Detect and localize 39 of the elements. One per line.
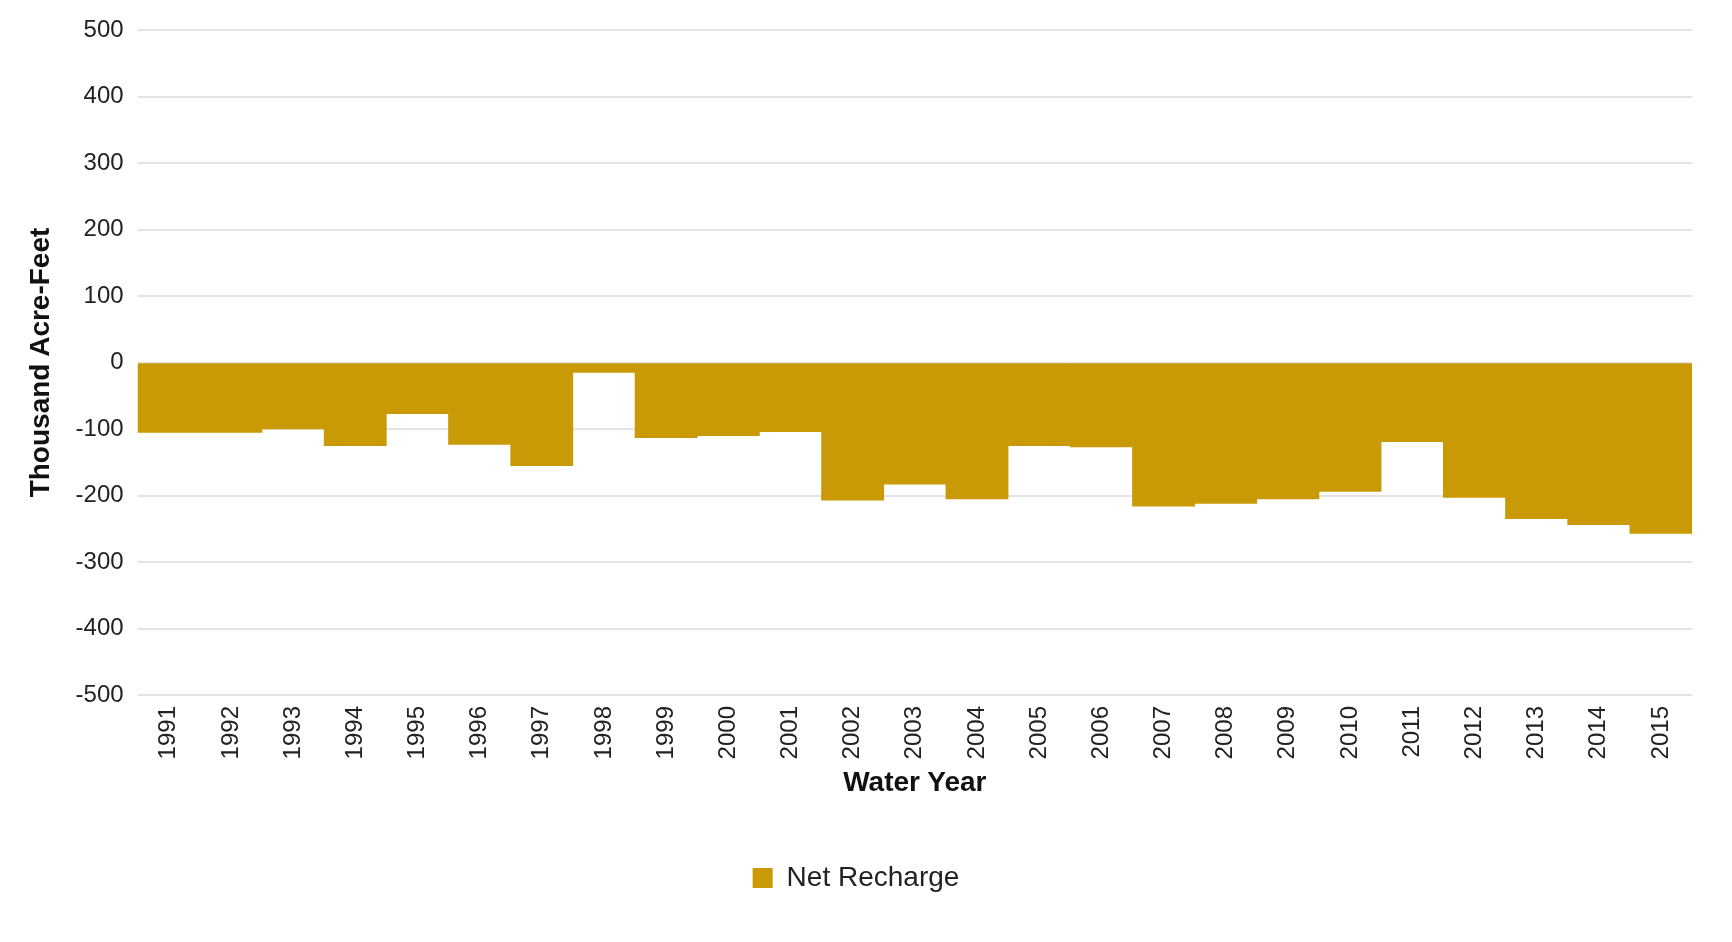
y-tick-label: 500	[83, 14, 124, 42]
x-tick-label: 2000	[712, 706, 740, 760]
x-tick-label: 2005	[1023, 706, 1051, 760]
x-tick-label: 1991	[153, 706, 181, 760]
x-tick-label: 1995	[402, 706, 430, 760]
x-tick-label: 2010	[1334, 706, 1362, 760]
y-tick-label: -100	[75, 413, 124, 441]
x-tick-label: 2006	[1085, 706, 1113, 760]
x-axis-title: Water Year	[843, 765, 987, 797]
y-tick-label: -500	[75, 679, 124, 707]
x-tick-label: 2011	[1396, 706, 1424, 758]
y-tick-label: 300	[83, 147, 124, 175]
y-tick-label: 0	[110, 347, 124, 375]
y-axis-title: Thousand Acre-Feet	[23, 227, 55, 498]
x-tick-label: 1998	[588, 706, 616, 760]
x-tick-label: 1994	[339, 706, 367, 760]
x-tick-label: 1993	[277, 706, 305, 760]
y-tick-label: -200	[75, 480, 124, 508]
x-tick-label: 2003	[899, 706, 927, 760]
x-tick-label: 2007	[1148, 706, 1176, 760]
y-tick-label: 400	[83, 81, 124, 109]
x-tick-label: 1996	[464, 706, 492, 760]
x-tick-label: 2008	[1210, 706, 1238, 760]
legend-label: Net Recharge	[786, 860, 960, 892]
x-tick-label: 2013	[1521, 706, 1549, 760]
y-tick-label: -400	[75, 613, 124, 641]
x-tick-label: 2015	[1645, 706, 1673, 760]
x-tick-label: 2012	[1459, 706, 1487, 760]
x-tick-label: 2004	[961, 706, 989, 760]
x-tick-label: 2002	[837, 706, 865, 760]
y-tick-label: 200	[83, 214, 124, 242]
x-tick-label: 1992	[215, 706, 243, 760]
x-tick-label: 2001	[775, 706, 803, 760]
x-tick-label: 2014	[1583, 706, 1611, 760]
x-tick-label: 2009	[1272, 706, 1300, 760]
y-tick-label: -300	[75, 546, 124, 574]
y-tick-label: 100	[83, 280, 124, 308]
x-tick-label: 1999	[650, 706, 678, 760]
x-tick-label: 1997	[526, 706, 554, 760]
